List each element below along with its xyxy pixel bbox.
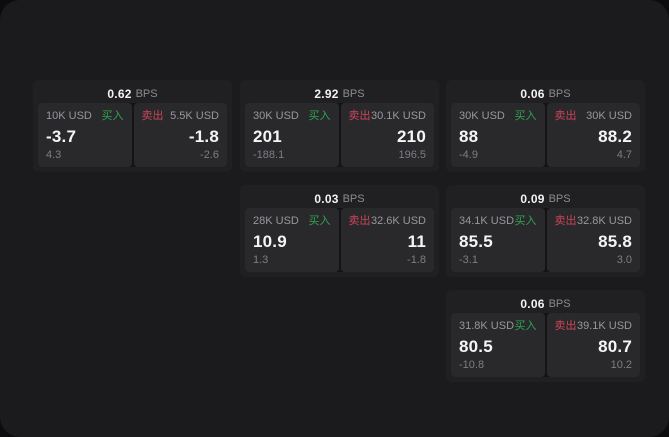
bps-unit-label: BPS: [548, 192, 571, 205]
card-header: 2.92 BPS: [240, 80, 439, 103]
buy-price: 201: [253, 127, 282, 146]
buy-delta: -3.1: [459, 254, 478, 266]
card-body: 30K USD 买入 201 -188.1 卖出 30.1K USD 210 1…: [245, 103, 434, 167]
card-body: 10K USD 买入 -3.7 4.3 卖出 5.5K USD -1.8 -2.…: [38, 103, 227, 167]
buy-delta: 4.3: [46, 149, 62, 161]
card-header: 0.06 BPS: [446, 80, 645, 103]
card-header: 0.62 BPS: [33, 80, 232, 103]
buy-tile[interactable]: 30K USD 买入 88 -4.9: [451, 103, 545, 167]
sell-side-badge: 卖出: [141, 110, 164, 122]
buy-tile[interactable]: 10K USD 买入 -3.7 4.3: [38, 103, 132, 167]
sell-side-badge: 卖出: [554, 110, 577, 122]
bps-value: 0.09: [520, 191, 545, 206]
card-body: 34.1K USD 买入 85.5 -3.1 卖出 32.8K USD 85.8…: [451, 208, 640, 272]
buy-price: 10.9: [253, 232, 287, 251]
sell-delta: 4.7: [616, 149, 632, 161]
sell-price: 80.7: [598, 337, 632, 356]
sell-price: 11: [407, 232, 426, 251]
bps-unit-label: BPS: [342, 87, 365, 100]
buy-side-badge: 买入: [101, 110, 124, 122]
sell-tile[interactable]: 卖出 32.8K USD 85.8 3.0: [546, 208, 640, 272]
buy-amount: 30K USD: [459, 110, 505, 122]
sell-delta: 10.2: [610, 359, 632, 371]
card-body: 31.8K USD 买入 80.5 -10.8 卖出 39.1K USD 80.…: [451, 313, 640, 377]
bps-unit-label: BPS: [342, 192, 365, 205]
card-body: 28K USD 买入 10.9 1.3 卖出 32.6K USD 11 -1.8: [245, 208, 434, 272]
sell-delta: 3.0: [616, 254, 632, 266]
buy-delta: 1.3: [253, 254, 269, 266]
buy-delta: -188.1: [253, 149, 285, 161]
buy-tile[interactable]: 31.8K USD 买入 80.5 -10.8: [451, 313, 545, 377]
sell-amount: 30.1K USD: [370, 110, 426, 122]
spread-card-1: 0.62 BPS 10K USD 买入 -3.7 4.3 卖出 5.5K USD…: [33, 80, 232, 172]
buy-price: -3.7: [46, 127, 77, 146]
sell-delta: 196.5: [398, 149, 426, 161]
buy-delta: -4.9: [459, 149, 478, 161]
bps-value: 0.62: [107, 86, 132, 101]
sell-amount: 32.8K USD: [576, 215, 632, 227]
bps-value: 0.06: [520, 296, 545, 311]
spread-card-6: 0.06 BPS 31.8K USD 买入 80.5 -10.8 卖出 39.1…: [446, 290, 645, 382]
buy-side-badge: 买入: [514, 110, 537, 122]
sell-price: 85.8: [598, 232, 632, 251]
buy-tile[interactable]: 34.1K USD 买入 85.5 -3.1: [451, 208, 545, 272]
bps-unit-label: BPS: [135, 87, 158, 100]
sell-side-badge: 卖出: [554, 320, 577, 332]
buy-amount: 28K USD: [253, 215, 299, 227]
buy-tile[interactable]: 28K USD 买入 10.9 1.3: [245, 208, 339, 272]
bps-value: 0.03: [314, 191, 339, 206]
sell-side-badge: 卖出: [348, 215, 371, 227]
sell-tile[interactable]: 卖出 30.1K USD 210 196.5: [340, 103, 434, 167]
buy-tile[interactable]: 30K USD 买入 201 -188.1: [245, 103, 339, 167]
sell-amount: 32.6K USD: [370, 215, 426, 227]
buy-price: 88: [459, 127, 479, 146]
spread-card-2: 2.92 BPS 30K USD 买入 201 -188.1 卖出 30.1K …: [240, 80, 439, 172]
card-header: 0.06 BPS: [446, 290, 645, 313]
spread-card-3: 0.06 BPS 30K USD 买入 88 -4.9 卖出 30K USD 8…: [446, 80, 645, 172]
sell-side-badge: 卖出: [348, 110, 371, 122]
spread-card-4: 0.03 BPS 28K USD 买入 10.9 1.3 卖出 32.6K US…: [240, 185, 439, 277]
sell-delta: -2.6: [200, 149, 219, 161]
buy-amount: 30K USD: [253, 110, 299, 122]
card-header: 0.09 BPS: [446, 185, 645, 208]
buy-side-badge: 买入: [514, 215, 537, 227]
buy-delta: -10.8: [459, 359, 485, 371]
sell-side-badge: 卖出: [554, 215, 577, 227]
sell-amount: 30K USD: [586, 110, 632, 122]
buy-side-badge: 买入: [308, 110, 331, 122]
sell-price: 210: [397, 127, 426, 146]
card-header: 0.03 BPS: [240, 185, 439, 208]
sell-price: 88.2: [598, 127, 632, 146]
sell-tile[interactable]: 卖出 30K USD 88.2 4.7: [546, 103, 640, 167]
buy-side-badge: 买入: [514, 320, 537, 332]
bps-value: 2.92: [314, 86, 339, 101]
sell-tile[interactable]: 卖出 32.6K USD 11 -1.8: [340, 208, 434, 272]
buy-price: 80.5: [459, 337, 493, 356]
card-body: 30K USD 买入 88 -4.9 卖出 30K USD 88.2 4.7: [451, 103, 640, 167]
buy-amount: 10K USD: [46, 110, 92, 122]
spread-card-5: 0.09 BPS 34.1K USD 买入 85.5 -3.1 卖出 32.8K…: [446, 185, 645, 277]
buy-amount: 34.1K USD: [459, 215, 515, 227]
sell-amount: 5.5K USD: [170, 110, 219, 122]
buy-amount: 31.8K USD: [459, 320, 515, 332]
bps-unit-label: BPS: [548, 297, 571, 310]
sell-tile[interactable]: 卖出 39.1K USD 80.7 10.2: [546, 313, 640, 377]
bps-value: 0.06: [520, 86, 545, 101]
buy-side-badge: 买入: [308, 215, 331, 227]
buy-price: 85.5: [459, 232, 493, 251]
sell-price: -1.8: [188, 127, 219, 146]
sell-tile[interactable]: 卖出 5.5K USD -1.8 -2.6: [133, 103, 227, 167]
sell-amount: 39.1K USD: [576, 320, 632, 332]
sell-delta: -1.8: [407, 254, 426, 266]
bps-unit-label: BPS: [548, 87, 571, 100]
